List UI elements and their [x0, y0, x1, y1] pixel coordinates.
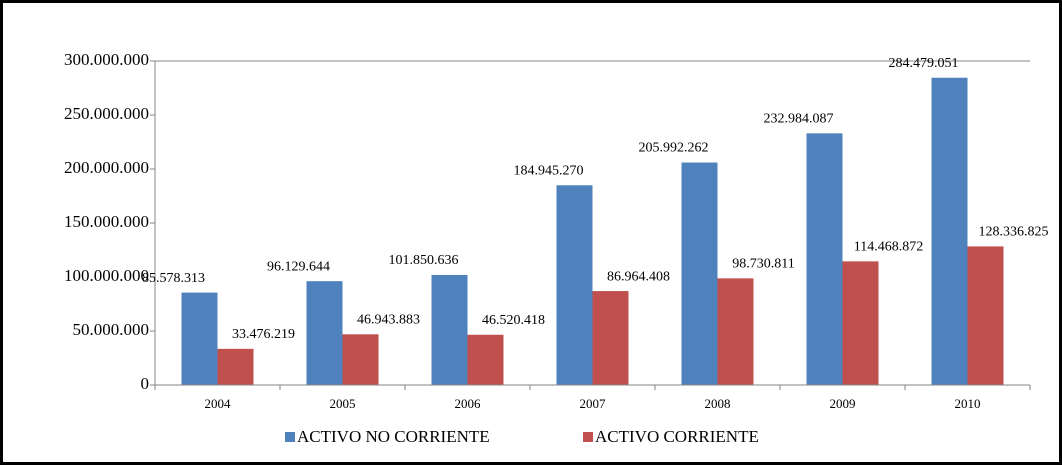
legend-label: ACTIVO NO CORRIENTE — [297, 427, 490, 446]
y-tick-label: 100.000.000 — [64, 266, 149, 285]
bar — [342, 334, 379, 385]
x-tick-label: 2004 — [205, 396, 232, 411]
data-label: 101.850.636 — [389, 253, 459, 268]
x-tick-label: 2006 — [455, 396, 482, 411]
data-label: 46.520.418 — [482, 313, 545, 328]
y-tick-label: 300.000.000 — [64, 50, 149, 69]
x-tick-label: 2010 — [955, 396, 981, 411]
data-label: 205.992.262 — [639, 141, 709, 156]
y-tick-label: 0 — [141, 374, 150, 393]
x-tick-label: 2009 — [830, 396, 856, 411]
data-label: 96.129.644 — [267, 259, 330, 274]
bar — [967, 246, 1004, 385]
y-tick-label: 250.000.000 — [64, 104, 149, 123]
y-tick-label: 50.000.000 — [73, 320, 150, 339]
data-label: 33.476.219 — [232, 327, 295, 342]
data-label: 114.468.872 — [854, 240, 923, 255]
bar — [592, 291, 629, 385]
bar — [806, 133, 843, 385]
bar — [681, 162, 718, 385]
x-tick-label: 2005 — [330, 396, 356, 411]
y-tick-label: 150.000.000 — [64, 212, 149, 231]
bar — [431, 275, 468, 385]
legend-swatch — [285, 432, 295, 442]
x-tick-label: 2008 — [705, 396, 731, 411]
data-label: 86.964.408 — [607, 269, 670, 284]
data-label: 184.945.270 — [514, 163, 584, 178]
legend-label: ACTIVO CORRIENTE — [595, 427, 759, 446]
data-label: 85.578.313 — [142, 271, 205, 286]
data-label: 232.984.087 — [764, 112, 834, 127]
bar — [717, 278, 754, 385]
bar — [556, 185, 593, 385]
bar — [467, 334, 504, 385]
bar — [931, 77, 968, 385]
y-tick-label: 200.000.000 — [64, 158, 149, 177]
legend-swatch — [583, 432, 593, 442]
x-tick-label: 2007 — [580, 396, 607, 411]
bar — [181, 292, 218, 385]
bar — [306, 281, 343, 385]
bar — [842, 261, 879, 385]
data-label: 98.730.811 — [732, 257, 794, 272]
data-label: 284.479.051 — [889, 56, 959, 71]
data-label: 46.943.883 — [357, 313, 420, 328]
data-label: 128.336.825 — [979, 225, 1049, 240]
bar — [217, 348, 254, 385]
